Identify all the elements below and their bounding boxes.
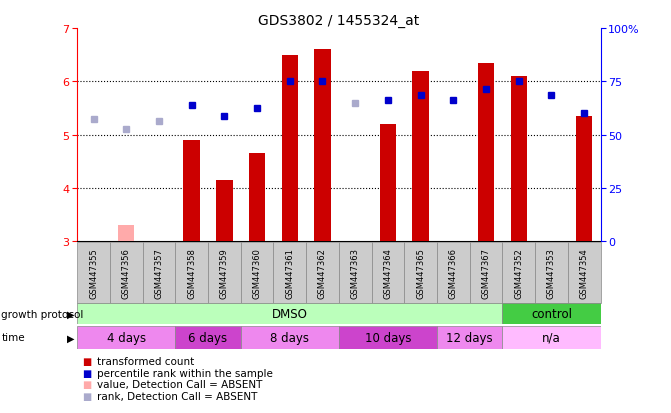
Bar (437, 326, 503, 349)
Text: GSM447355: GSM447355 (89, 247, 98, 298)
Bar (576, 116, 592, 242)
Text: ▶: ▶ (66, 309, 74, 319)
Text: GSM447356: GSM447356 (121, 247, 131, 298)
Text: time: time (1, 332, 25, 343)
Bar (404, 242, 437, 304)
Text: ■: ■ (83, 391, 91, 401)
Text: n/a: n/a (542, 331, 561, 344)
Text: GSM447367: GSM447367 (482, 247, 491, 298)
Bar (77, 304, 503, 324)
Text: 12 days: 12 days (446, 331, 493, 344)
Bar (314, 50, 331, 242)
Text: 8 days: 8 days (270, 331, 309, 344)
Bar (503, 326, 601, 349)
Text: GSM447352: GSM447352 (514, 247, 523, 298)
Text: ■: ■ (83, 380, 91, 389)
Text: 6 days: 6 days (189, 331, 227, 344)
Text: ■: ■ (83, 368, 91, 378)
Bar (503, 242, 535, 304)
Text: GSM447357: GSM447357 (154, 247, 164, 298)
Bar (175, 326, 241, 349)
Bar (241, 242, 274, 304)
Text: value, Detection Call = ABSENT: value, Detection Call = ABSENT (97, 380, 262, 389)
Text: control: control (531, 307, 572, 320)
Text: 4 days: 4 days (107, 331, 146, 344)
Text: percentile rank within the sample: percentile rank within the sample (97, 368, 273, 378)
Bar (437, 242, 470, 304)
Text: ▶: ▶ (66, 332, 74, 343)
Text: ■: ■ (83, 356, 91, 366)
Bar (470, 242, 503, 304)
Bar (274, 242, 306, 304)
Text: GSM447358: GSM447358 (187, 247, 196, 298)
Bar (77, 326, 175, 349)
Text: DMSO: DMSO (272, 307, 308, 320)
Bar (339, 326, 437, 349)
Text: rank, Detection Call = ABSENT: rank, Detection Call = ABSENT (97, 391, 258, 401)
Bar (118, 225, 134, 242)
Bar (142, 242, 175, 304)
Bar (339, 242, 372, 304)
Text: GSM447366: GSM447366 (449, 247, 458, 298)
Text: growth protocol: growth protocol (1, 309, 84, 319)
Text: transformed count: transformed count (97, 356, 195, 366)
Bar (568, 242, 601, 304)
Text: 10 days: 10 days (364, 331, 411, 344)
Text: GSM447363: GSM447363 (351, 247, 360, 298)
Bar (175, 242, 208, 304)
Bar (503, 304, 601, 324)
Text: GSM447359: GSM447359 (220, 247, 229, 298)
Bar (306, 242, 339, 304)
Text: GSM447360: GSM447360 (252, 247, 262, 298)
Bar (241, 326, 339, 349)
Text: GSM447361: GSM447361 (285, 247, 295, 298)
Bar (511, 77, 527, 242)
Text: GSM447354: GSM447354 (580, 247, 588, 298)
Bar (372, 242, 404, 304)
Bar (216, 180, 233, 242)
Bar (249, 154, 265, 242)
Bar (208, 242, 241, 304)
Bar (110, 242, 142, 304)
Bar (77, 242, 110, 304)
Bar (413, 71, 429, 242)
Text: GSM447353: GSM447353 (547, 247, 556, 298)
Text: GDS3802 / 1455324_at: GDS3802 / 1455324_at (258, 14, 419, 28)
Text: GSM447365: GSM447365 (416, 247, 425, 298)
Bar (478, 64, 495, 242)
Text: GSM447364: GSM447364 (383, 247, 393, 298)
Bar (282, 55, 298, 242)
Bar (183, 140, 200, 242)
Bar (535, 242, 568, 304)
Text: GSM447362: GSM447362 (318, 247, 327, 298)
Bar (380, 125, 396, 242)
